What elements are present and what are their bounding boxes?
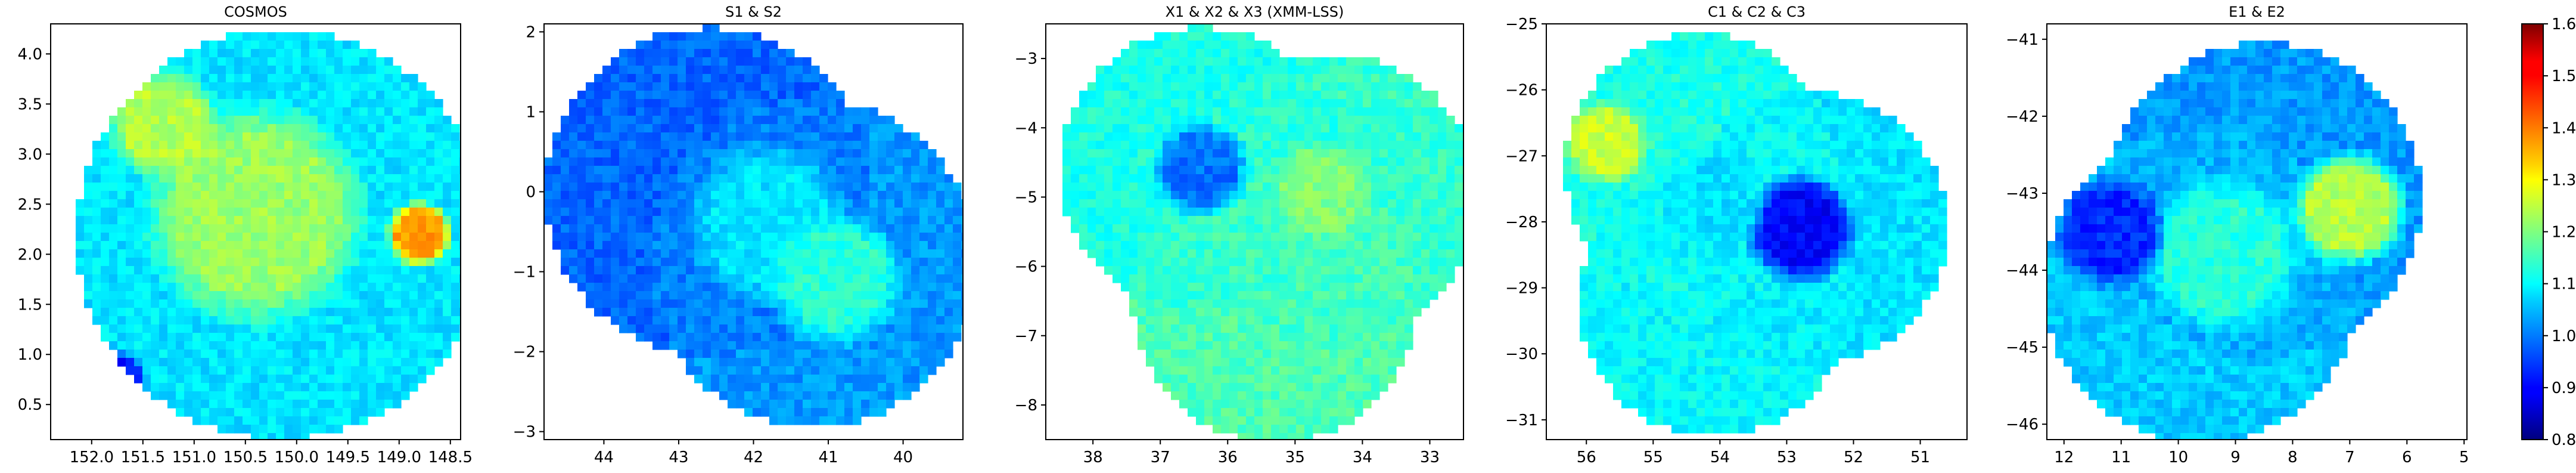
x-tick-label: 9 bbox=[2230, 449, 2241, 466]
panel-title: S1 & S2 bbox=[725, 4, 782, 20]
colorbar-tick-label: 1.1 bbox=[2552, 276, 2576, 293]
x-tick-label: 41 bbox=[818, 449, 838, 466]
y-tick-label: −7 bbox=[1015, 327, 1037, 345]
x-tick-label: 34 bbox=[1353, 449, 1372, 466]
y-tick-label: 1.0 bbox=[18, 346, 42, 364]
colorbar-gradient bbox=[2522, 24, 2543, 440]
x-tick-label: 149.0 bbox=[377, 449, 421, 466]
x-tick-label: 7 bbox=[2345, 449, 2355, 466]
x-tick-label: 151.0 bbox=[172, 449, 216, 466]
footprint-map bbox=[2047, 41, 2423, 440]
y-tick-label: 0.5 bbox=[18, 396, 42, 414]
y-tick-label: −30 bbox=[1505, 345, 1538, 363]
colorbar-tick-label: 0.8 bbox=[2552, 431, 2576, 449]
x-tick-label: 12 bbox=[2054, 449, 2074, 466]
axes-frame bbox=[2046, 23, 2468, 440]
x-tick-label: 5 bbox=[2459, 449, 2469, 466]
y-tick-label: 3.5 bbox=[18, 95, 42, 113]
y-tick-label: −27 bbox=[1505, 147, 1538, 165]
y-tick-label: 2.5 bbox=[18, 196, 42, 214]
y-tick-label: −31 bbox=[1505, 412, 1538, 429]
x-tick-label: 52 bbox=[1844, 449, 1863, 466]
x-tick-label: 35 bbox=[1285, 449, 1305, 466]
y-tick-label: −3 bbox=[513, 423, 536, 441]
colorbar-tick-label: 1.3 bbox=[2552, 171, 2576, 189]
x-tick-label: 43 bbox=[669, 449, 688, 466]
x-tick-label: 44 bbox=[594, 449, 614, 466]
panel-4: C1 & C2 & C3 56 55 54 53 52 51 −31 −30 −29 −28 −27 −… bbox=[1505, 4, 1968, 466]
footprint-map bbox=[544, 24, 963, 425]
axes-frame bbox=[1546, 23, 1968, 440]
y-tick-label: 1 bbox=[526, 103, 536, 121]
x-tick-label: 56 bbox=[1577, 449, 1596, 466]
panel-title: X1 & X2 & X3 (XMM-LSS) bbox=[1166, 4, 1344, 20]
y-tick-label: −1 bbox=[513, 264, 536, 282]
x-tick-label: 152.0 bbox=[70, 449, 114, 466]
y-tick-label: 3.0 bbox=[18, 146, 42, 163]
y-tick-label: −44 bbox=[2006, 262, 2039, 280]
y-tick-label: −8 bbox=[1015, 397, 1037, 415]
panel-title: C1 & C2 & C3 bbox=[1708, 4, 1806, 20]
panel-2: S1 & S2 44 43 42 41 40 −3 −2 −1 0 1 2 bbox=[513, 4, 964, 466]
panel-title: COSMOS bbox=[224, 4, 287, 20]
y-tick-label: −41 bbox=[2006, 31, 2039, 49]
x-tick-label: 55 bbox=[1643, 449, 1663, 466]
panel-5: E1 & E2 12 11 10 9 8 7 6 5 −46 −45 −44 −43 −42 −41 bbox=[2006, 4, 2469, 466]
y-tick-label: −45 bbox=[2006, 339, 2039, 357]
x-tick-label: 6 bbox=[2402, 449, 2412, 466]
panel-3: X1 & X2 & X3 (XMM-LSS) 38 37 36 35 34 33 −8 −7 −6… bbox=[1015, 4, 1464, 466]
x-tick-label: 53 bbox=[1777, 449, 1797, 466]
y-tick-label: −29 bbox=[1505, 280, 1538, 298]
panel-1: COSMOS 152.0 151.5 151.0 150.5 150.0 149.5 149.… bbox=[18, 4, 473, 466]
axes-frame bbox=[1045, 23, 1464, 440]
y-tick-label: −28 bbox=[1505, 214, 1538, 231]
x-tick-label: 40 bbox=[893, 449, 913, 466]
y-tick-label: 0 bbox=[526, 183, 536, 201]
colorbar-tick-label: 1.0 bbox=[2552, 327, 2576, 345]
y-tick-label: −3 bbox=[1015, 50, 1037, 68]
x-tick-label: 148.5 bbox=[428, 449, 473, 466]
x-tick-label: 151.5 bbox=[121, 449, 165, 466]
y-tick-label: −2 bbox=[513, 344, 536, 361]
x-tick-label: 150.5 bbox=[223, 449, 268, 466]
panel-title: E1 & E2 bbox=[2229, 4, 2285, 20]
y-tick-label: −6 bbox=[1015, 258, 1037, 276]
y-tick-label: −42 bbox=[2006, 108, 2039, 126]
colorbar-tick-label: 1.5 bbox=[2552, 67, 2576, 85]
footprint-map bbox=[1563, 32, 1947, 434]
x-tick-label: 8 bbox=[2288, 449, 2298, 466]
y-tick-label: −5 bbox=[1015, 188, 1037, 206]
x-tick-label: 150.0 bbox=[275, 449, 319, 466]
y-tick-label: −43 bbox=[2006, 185, 2039, 203]
y-tick-label: 2 bbox=[526, 23, 536, 41]
y-tick-label: 2.0 bbox=[18, 246, 42, 264]
y-tick-label: 1.5 bbox=[18, 296, 42, 314]
colorbar-tick-label: 1.6 bbox=[2552, 16, 2576, 33]
colorbar: 0.8 0.9 1.0 1.1 1.2 1.3 1.4 1.5 1.6 bbox=[2521, 16, 2576, 449]
colorbar-tick-label: 0.9 bbox=[2552, 379, 2576, 397]
x-tick-label: 54 bbox=[1710, 449, 1730, 466]
y-tick-label: −26 bbox=[1505, 82, 1538, 100]
footprint-map bbox=[1062, 24, 1463, 440]
y-tick-label: −25 bbox=[1505, 16, 1538, 33]
x-tick-label: 42 bbox=[744, 449, 763, 466]
x-tick-label: 36 bbox=[1218, 449, 1238, 466]
x-tick-label: 10 bbox=[2168, 449, 2188, 466]
x-tick-label: 38 bbox=[1083, 449, 1103, 466]
y-tick-label: 4.0 bbox=[18, 45, 42, 63]
footprint-map bbox=[76, 32, 461, 440]
x-tick-label: 37 bbox=[1151, 449, 1170, 466]
colorbar-tick-label: 1.2 bbox=[2552, 224, 2576, 242]
x-tick-label: 51 bbox=[1910, 449, 1930, 466]
y-tick-label: −4 bbox=[1015, 119, 1037, 137]
colorbar-tick-label: 1.4 bbox=[2552, 119, 2576, 137]
axes-frame bbox=[50, 23, 461, 440]
x-tick-label: 149.5 bbox=[326, 449, 370, 466]
x-tick-label: 33 bbox=[1420, 449, 1440, 466]
x-tick-label: 11 bbox=[2111, 449, 2131, 466]
y-tick-label: −46 bbox=[2006, 416, 2039, 434]
